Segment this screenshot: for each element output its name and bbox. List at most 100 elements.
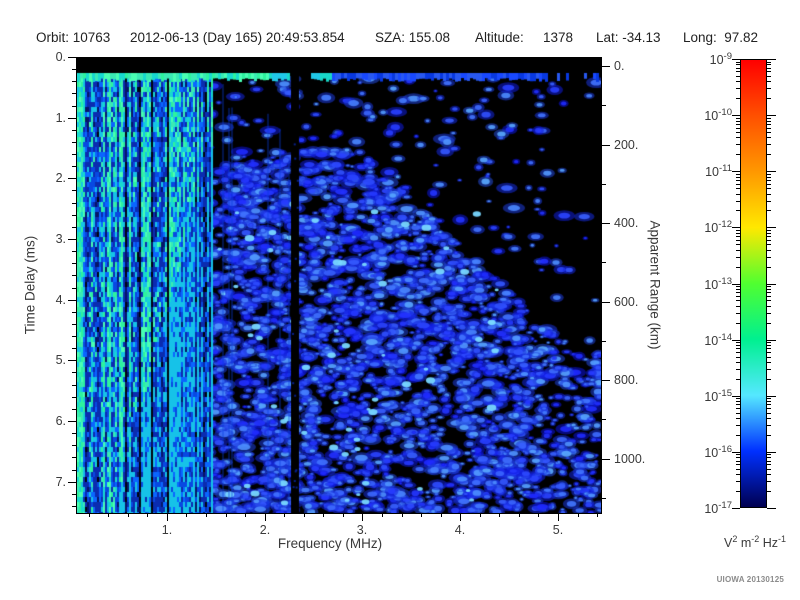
colorbar-tick-label: 10-11	[705, 163, 732, 180]
colorbar-major-tick	[767, 171, 776, 172]
colorbar-tick-label: 10-9	[709, 51, 732, 68]
x-axis-tick-label: 2.	[259, 523, 271, 537]
colorbar-major-tick	[732, 396, 740, 397]
x-axis-minor-tick	[343, 513, 344, 517]
colorbar-major-tick	[767, 508, 776, 509]
colorbar-minor-tick	[736, 348, 740, 349]
y-left-minor-tick	[72, 203, 76, 204]
y-right-axis-title: Apparent Range (km)	[647, 220, 663, 350]
colorbar-major-tick	[767, 340, 776, 341]
colorbar-minor-tick	[767, 300, 771, 301]
y-left-minor-tick	[72, 215, 76, 216]
y-left-minor-tick	[72, 69, 76, 70]
header-altitude-value: 1378	[543, 30, 574, 45]
colorbar-minor-tick	[736, 128, 740, 129]
colorbar-minor-tick	[736, 292, 740, 293]
colorbar-minor-tick	[767, 250, 771, 251]
y-right-tick-label: 400.	[614, 216, 639, 230]
colorbar-minor-tick	[736, 369, 740, 370]
colorbar-minor-tick	[767, 257, 771, 258]
colorbar-minor-tick	[767, 491, 771, 492]
x-axis-minor-tick	[480, 513, 481, 517]
colorbar-minor-tick	[736, 88, 740, 89]
colorbar-minor-tick	[736, 435, 740, 436]
colorbar-minor-tick	[736, 352, 740, 353]
colorbar-minor-tick	[767, 128, 771, 129]
header-datetime: 2012-06-13 (Day 165) 20:49:53.854	[130, 30, 345, 45]
x-axis-tick-label: 5.	[552, 523, 564, 537]
colorbar-minor-tick	[767, 240, 771, 241]
y-left-major-tick	[68, 239, 76, 240]
colorbar-minor-tick	[736, 296, 740, 297]
colorbar-minor-tick	[736, 457, 740, 458]
y-right-tick-label: 1000.	[614, 452, 646, 466]
y-left-major-tick	[68, 300, 76, 301]
colorbar-minor-tick	[767, 404, 771, 405]
header-orbit: Orbit: 10763	[36, 30, 111, 45]
x-axis-tick-label: 1.	[161, 523, 173, 537]
x-axis-major-tick	[265, 513, 266, 521]
colorbar-minor-tick	[767, 296, 771, 297]
colorbar-tick-label: 10-10	[704, 107, 732, 124]
y-right-tick-label: 600.	[614, 295, 639, 309]
colorbar-minor-tick	[736, 233, 740, 234]
x-axis-major-tick	[460, 513, 461, 521]
colorbar-minor-tick	[736, 418, 740, 419]
colorbar-minor-tick	[736, 469, 740, 470]
colorbar-minor-tick	[767, 64, 771, 65]
x-axis-minor-tick	[421, 513, 422, 517]
colorbar-major-tick	[732, 227, 740, 228]
colorbar-minor-tick	[767, 233, 771, 234]
y-left-minor-tick	[72, 275, 76, 276]
x-axis-minor-tick	[578, 513, 579, 517]
x-axis-tick-label: 4.	[454, 523, 466, 537]
colorbar-minor-tick	[736, 379, 740, 380]
x-axis-minor-tick	[382, 513, 383, 517]
y-left-minor-tick	[72, 457, 76, 458]
colorbar-minor-tick	[736, 408, 740, 409]
y-left-minor-tick	[72, 154, 76, 155]
colorbar-major-tick	[767, 396, 776, 397]
y-left-tick-label: 1.	[55, 111, 66, 125]
y-left-tick-label: 2.	[55, 171, 66, 185]
colorbar-major-tick	[732, 284, 740, 285]
colorbar-minor-tick	[736, 98, 740, 99]
colorbar-minor-tick	[767, 144, 771, 145]
colorbar-major-tick	[732, 452, 740, 453]
colorbar-minor-tick	[736, 425, 740, 426]
y-left-minor-tick	[72, 409, 76, 410]
colorbar-minor-tick	[736, 313, 740, 314]
colorbar-tick-label: 10-15	[704, 388, 732, 405]
colorbar-minor-tick	[736, 474, 740, 475]
colorbar-minor-tick	[767, 210, 771, 211]
y-right-major-tick	[602, 223, 610, 224]
colorbar-minor-tick	[767, 180, 771, 181]
colorbar-minor-tick	[736, 464, 740, 465]
x-axis-minor-tick	[323, 513, 324, 517]
colorbar-minor-tick	[767, 201, 771, 202]
colorbar-minor-tick	[736, 132, 740, 133]
colorbar-minor-tick	[767, 461, 771, 462]
colorbar-minor-tick	[767, 132, 771, 133]
y-left-tick-label: 0.	[55, 50, 66, 64]
colorbar-minor-tick	[767, 306, 771, 307]
colorbar-minor-tick	[767, 352, 771, 353]
colorbar-minor-tick	[736, 257, 740, 258]
colorbar-minor-tick	[736, 184, 740, 185]
colorbar-minor-tick	[767, 342, 771, 343]
colorbar-minor-tick	[767, 62, 771, 63]
colorbar-minor-tick	[767, 292, 771, 293]
x-axis-minor-tick	[441, 513, 442, 517]
colorbar-minor-tick	[767, 71, 771, 72]
colorbar-minor-tick	[767, 154, 771, 155]
colorbar-tick-label: 10-16	[704, 444, 732, 461]
y-left-minor-tick	[72, 324, 76, 325]
y-right-major-tick	[602, 302, 610, 303]
y-left-minor-tick	[72, 433, 76, 434]
colorbar-minor-tick	[767, 81, 771, 82]
y-left-major-tick	[68, 360, 76, 361]
x-axis-minor-tick	[499, 513, 500, 517]
y-left-major-tick	[68, 57, 76, 58]
y-right-major-tick	[602, 380, 610, 381]
colorbar-minor-tick	[767, 362, 771, 363]
